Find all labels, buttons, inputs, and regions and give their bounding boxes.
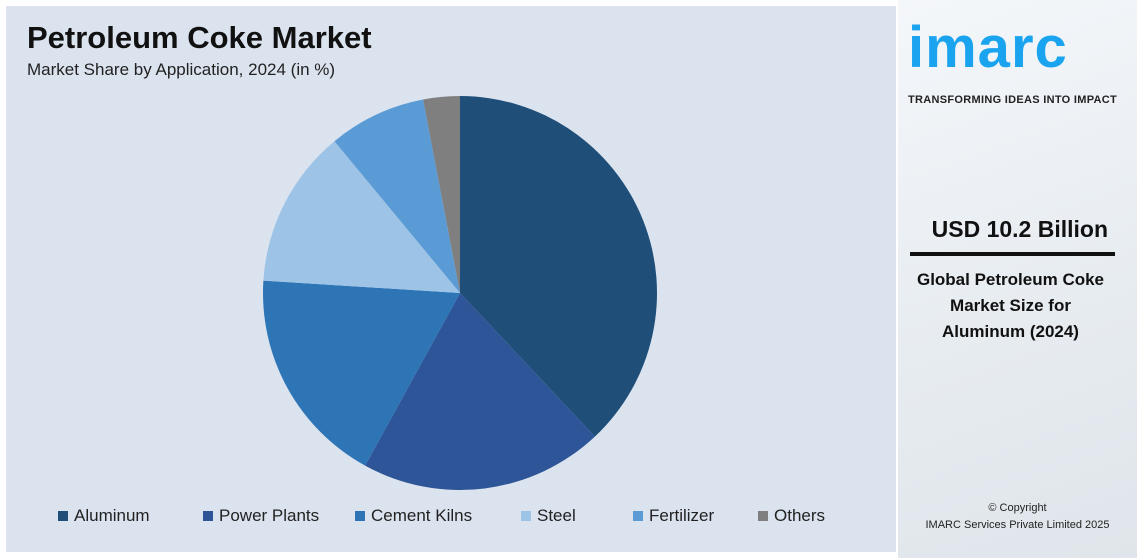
legend-item: Power Plants	[203, 506, 355, 526]
legend-item: Cement Kilns	[355, 506, 521, 526]
tagline: TRANSFORMING IDEAS INTO IMPACT	[908, 94, 1118, 106]
legend-item: Fertilizer	[633, 506, 758, 526]
legend-item: Others	[758, 506, 825, 526]
pie-chart	[263, 96, 657, 490]
pie-slice-power-plants	[365, 293, 595, 490]
legend-label: Steel	[537, 506, 576, 525]
imarc-logo: imarc	[908, 15, 1068, 80]
pie-slice-fertilizer	[334, 99, 460, 293]
pie-slice-others	[423, 96, 460, 293]
legend-swatch	[758, 511, 768, 521]
legend-swatch	[58, 511, 68, 521]
legend: Aluminum Power Plants Cement Kilns Steel Fer…	[58, 506, 825, 526]
market-value: USD 10.2 Billion	[931, 216, 1108, 242]
market-description: Global Petroleum Coke Market Size for Al…	[916, 270, 1105, 341]
divider	[910, 252, 1115, 256]
legend-swatch	[355, 511, 365, 521]
legend-label: Aluminum	[74, 506, 150, 525]
pie-slice-cement-kilns	[263, 280, 460, 466]
legend-label: Cement Kilns	[371, 506, 473, 525]
chart-panel: Petroleum Coke Market Market Share by Ap…	[6, 6, 896, 552]
legend-label: Fertilizer	[649, 506, 715, 525]
legend-swatch	[521, 511, 531, 521]
pie-slice-steel	[263, 141, 460, 293]
legend-item: Aluminum	[58, 506, 203, 526]
copyright-label: © Copyright	[988, 502, 1047, 514]
company-name: IMARC Services Private Limited 2025	[925, 519, 1110, 531]
copyright: © Copyright IMARC Services Private Limit…	[898, 500, 1137, 534]
chart-subtitle: Market Share by Application, 2024 (in %)	[27, 60, 336, 79]
legend-swatch	[203, 511, 213, 521]
legend-item: Steel	[521, 506, 633, 526]
legend-label: Others	[774, 506, 826, 525]
legend-label: Power Plants	[219, 506, 320, 525]
sidebar: imarc TRANSFORMING IDEAS INTO IMPACT USD…	[898, 0, 1137, 558]
legend-swatch	[633, 511, 643, 521]
chart-title: Petroleum Coke Market	[27, 20, 372, 55]
pie-slice-aluminum	[460, 96, 657, 437]
